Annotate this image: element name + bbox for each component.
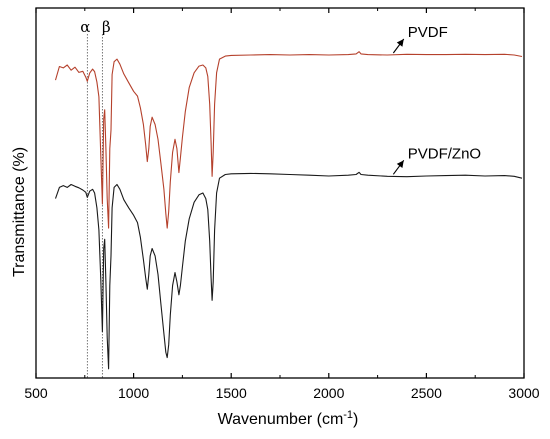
series-annotation-label: PVDF/ZnO bbox=[408, 145, 481, 162]
x-axis-title-end: ) bbox=[353, 411, 358, 428]
x-axis-ticks: 500 1000 1500 2000 2500 3000 bbox=[24, 8, 540, 401]
y-axis-title: Transmittance (%) bbox=[11, 147, 28, 277]
series-line-0 bbox=[54, 51, 523, 229]
annotation-arrow-head bbox=[396, 160, 404, 169]
series-lines bbox=[54, 51, 523, 370]
x-tick-label: 1500 bbox=[216, 385, 247, 401]
x-tick-label: 500 bbox=[24, 385, 48, 401]
x-axis-title-main: Wavenumber (cm bbox=[218, 411, 344, 428]
series-line-1 bbox=[54, 171, 523, 370]
x-axis-title-superscript: -1 bbox=[343, 409, 353, 421]
x-axis-title: Wavenumber (cm-1) bbox=[218, 409, 359, 428]
series-annotations: PVDF PVDF/ZnO bbox=[392, 24, 481, 175]
x-tick-label: 3000 bbox=[508, 385, 539, 401]
marker-label: β bbox=[102, 18, 111, 36]
marker-label: α bbox=[80, 18, 90, 36]
annotation-arrow-head bbox=[396, 38, 404, 47]
series-annotation-label: PVDF bbox=[408, 24, 448, 41]
x-tick-label: 2500 bbox=[411, 385, 442, 401]
x-tick-label: 1000 bbox=[118, 385, 149, 401]
x-tick-label: 2000 bbox=[313, 385, 344, 401]
